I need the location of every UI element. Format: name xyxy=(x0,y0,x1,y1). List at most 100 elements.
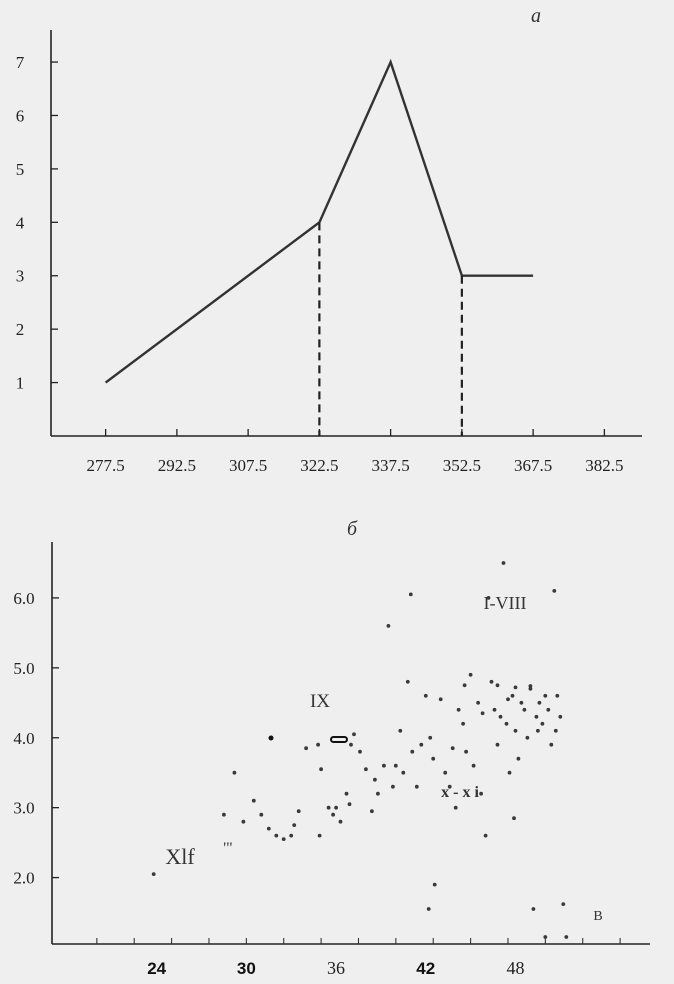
scatter-point xyxy=(373,777,377,782)
scatter-point xyxy=(540,721,545,726)
scatter-point xyxy=(259,812,264,817)
x-tick-label: 352.5 xyxy=(443,456,481,475)
scatter-point xyxy=(483,833,488,838)
scatter-point xyxy=(232,770,237,775)
scatter-point xyxy=(489,679,494,684)
ix-marker xyxy=(330,736,348,743)
y-tick-label: 2 xyxy=(16,320,25,339)
scatter-point xyxy=(495,683,500,688)
scatter-point xyxy=(461,721,465,726)
marker-dot xyxy=(268,735,274,741)
scatter-point xyxy=(546,707,551,712)
scatter-point xyxy=(370,809,374,814)
scatter-point xyxy=(289,833,294,838)
scatter-point xyxy=(414,784,419,789)
panel-a-line-chart: a 1 2 3 4 5 6 7 277.5 292.5 307.5 322.5 337.5 352.5 36… xyxy=(16,5,642,475)
scatter-point xyxy=(450,746,455,751)
scatter-point xyxy=(522,707,527,712)
scatter-point xyxy=(507,770,512,775)
scatter-point xyxy=(513,685,518,690)
scatter-point xyxy=(432,882,437,887)
y-tick-label: 6.0 xyxy=(13,589,34,608)
scatter-point xyxy=(510,693,515,698)
scatter-point xyxy=(408,592,413,597)
annotation-i-viii: I-VIII xyxy=(484,593,527,613)
scatter-point xyxy=(364,767,368,772)
scatter-point xyxy=(464,749,468,754)
scatter-point xyxy=(344,791,349,796)
x-tick-label: 382.5 xyxy=(585,456,623,475)
scatter-point xyxy=(382,763,386,768)
scatter-point xyxy=(537,700,542,705)
scatter-point xyxy=(564,935,569,939)
y-tick-label: 5.0 xyxy=(13,659,34,678)
scatter-point xyxy=(528,686,533,691)
x-tick-label: 277.5 xyxy=(87,456,125,475)
scatter-point xyxy=(410,749,415,754)
scatter-point xyxy=(462,683,467,688)
scatter-point xyxy=(492,707,497,712)
scatter-point xyxy=(504,721,509,726)
scatter-point xyxy=(543,935,548,939)
x-tick-label: 42 xyxy=(416,959,435,978)
scatter-point xyxy=(274,833,279,838)
scatter-point xyxy=(331,812,335,817)
scatter-point xyxy=(393,763,398,768)
annotation-quote-mark: '" xyxy=(223,840,232,857)
scatter-point xyxy=(266,826,271,831)
x-tick-label: 48 xyxy=(506,958,524,978)
y-tick-label: 4 xyxy=(16,213,25,232)
scatter-point xyxy=(222,812,226,817)
scatter-point xyxy=(536,728,540,733)
y-tick-label: 7 xyxy=(16,53,25,72)
scatter-point xyxy=(334,805,338,810)
y-tick-label: 2.0 xyxy=(13,869,34,888)
scatter-point xyxy=(391,784,395,789)
y-tick-label: 3 xyxy=(16,267,25,286)
scatter-point xyxy=(555,693,560,698)
scatter-point xyxy=(358,749,362,754)
scatter-point xyxy=(549,742,554,747)
scatter-point xyxy=(281,837,286,841)
panel-b-scatter-chart: б 2.0 3.0 4.0 5.0 6.0 24 30 36 42 48 I-VIII IX x - x … xyxy=(13,518,650,978)
scatter-point xyxy=(151,872,156,876)
scatter-point xyxy=(519,700,524,705)
scatter-point xyxy=(513,728,518,733)
annotation-xlf: Xlf xyxy=(165,844,195,869)
y-tick-label: 6 xyxy=(16,106,25,125)
x-tick-label: 36 xyxy=(327,958,345,978)
x-tick-label: 367.5 xyxy=(514,456,552,475)
scatter-point xyxy=(251,798,256,803)
scatter-point xyxy=(317,833,322,838)
scatter-point xyxy=(398,728,403,733)
scatter-point xyxy=(561,902,566,906)
y-tick-label: 5 xyxy=(16,160,25,179)
scatter-point xyxy=(443,770,448,775)
scatter-point xyxy=(423,693,428,698)
scatter-point xyxy=(558,714,563,719)
scatter-point xyxy=(428,735,433,740)
scatter-point xyxy=(525,735,530,740)
scatter-point xyxy=(292,823,297,827)
y-tick-label: 4.0 xyxy=(13,729,34,748)
scatter-point xyxy=(316,742,320,747)
scatter-point xyxy=(453,805,458,810)
scatter-point xyxy=(553,728,558,733)
scatter-point xyxy=(447,784,452,789)
y-tick-label: 3.0 xyxy=(13,799,34,818)
scatter-point xyxy=(438,697,443,702)
scatter-point xyxy=(426,907,431,911)
scatter-point xyxy=(534,714,539,719)
scatter-point xyxy=(304,746,308,751)
x-tick-label: 292.5 xyxy=(158,456,196,475)
scatter-point xyxy=(456,707,461,712)
panel-b-title: б xyxy=(347,518,358,540)
scatter-point xyxy=(386,624,391,628)
x-tick-label: 337.5 xyxy=(372,456,410,475)
scatter-point xyxy=(486,596,491,600)
series-line xyxy=(104,58,534,384)
scatter-point xyxy=(495,742,500,747)
x-tick-label: 322.5 xyxy=(300,456,338,475)
scatter-point xyxy=(326,805,331,810)
